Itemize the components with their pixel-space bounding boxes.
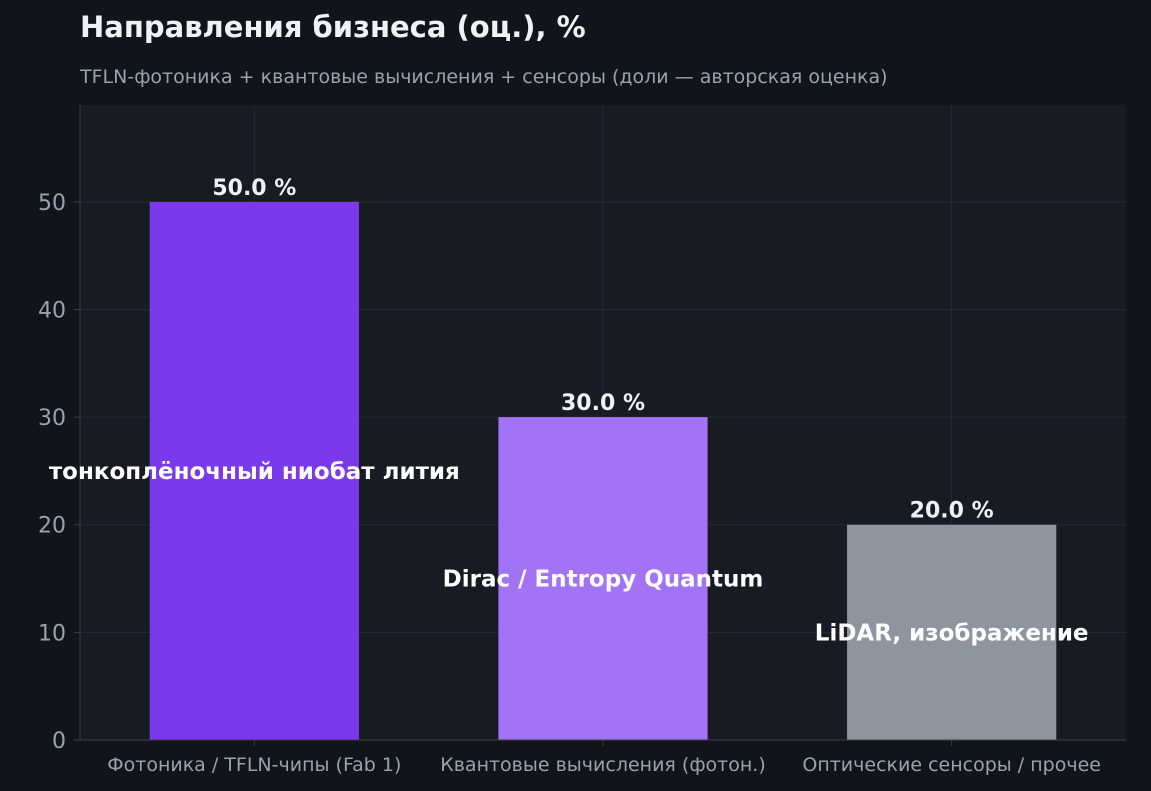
bar-inner-label: тонкоплёночный ниобат лития: [49, 459, 460, 485]
bar-inner-label: Dirac / Entropy Quantum: [443, 567, 764, 593]
chart-title: Направления бизнеса (оц.), %: [80, 10, 586, 44]
data-label: 20.0 %: [910, 499, 994, 524]
y-tick-label: 10: [38, 621, 66, 646]
y-tick-label: 30: [38, 406, 66, 431]
y-tick-label: 50: [38, 191, 66, 216]
y-tick-label: 20: [38, 514, 66, 539]
bar: [149, 201, 359, 741]
bar: [498, 417, 708, 740]
x-tick-label: Оптические сенсоры / прочее: [802, 754, 1101, 776]
bar-inner-label: LiDAR, изображение: [815, 620, 1089, 646]
y-tick-label: 0: [52, 729, 66, 754]
x-tick-label: Квантовые вычисления (фотон.): [440, 754, 766, 776]
chart-subtitle: TFLN-фотоника + квантовые вычисления + с…: [80, 66, 888, 88]
data-label: 30.0 %: [561, 391, 645, 416]
data-label: 50.0 %: [212, 176, 296, 201]
bar: [847, 524, 1057, 740]
x-tick-label: Фотоника / TFLN-чипы (Fab 1): [107, 754, 401, 776]
y-tick-label: 40: [38, 298, 66, 323]
